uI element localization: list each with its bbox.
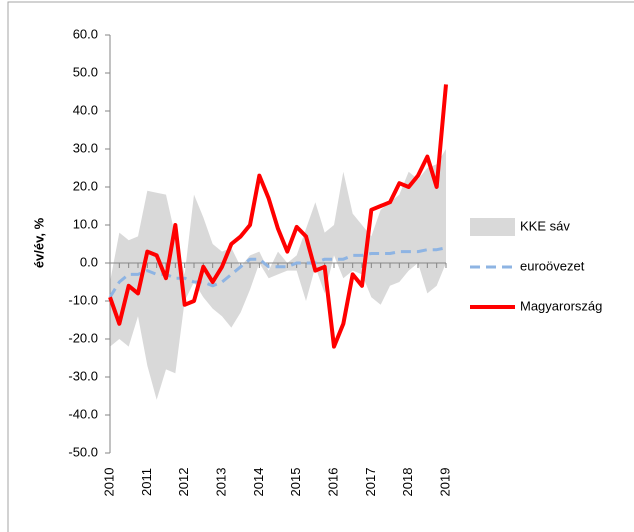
legend-label: euroövezet <box>520 258 585 273</box>
y-tick-label: 40.0 <box>73 102 98 117</box>
x-tick-label: 2018 <box>400 468 415 497</box>
y-tick-label: -30.0 <box>68 368 98 383</box>
y-tick-label: -50.0 <box>68 444 98 459</box>
x-tick-label: 2016 <box>325 468 340 497</box>
y-tick-label: 10.0 <box>73 216 98 231</box>
y-tick-label: 20.0 <box>73 178 98 193</box>
x-tick-label: 2012 <box>176 468 191 497</box>
x-tick-label: 2011 <box>139 468 154 496</box>
y-axis-label: év/év, % <box>31 217 46 268</box>
y-tick-label: 0.0 <box>80 254 98 269</box>
x-tick-label: 2010 <box>101 468 116 497</box>
y-tick-label: 50.0 <box>73 64 98 79</box>
legend-swatch <box>470 218 515 236</box>
x-tick-label: 2013 <box>213 468 228 497</box>
x-tick-label: 2014 <box>251 468 266 497</box>
y-tick-label: 60.0 <box>73 26 98 41</box>
band-area <box>110 149 446 400</box>
y-tick-label: -40.0 <box>68 406 98 421</box>
y-tick-label: -20.0 <box>68 330 98 345</box>
frame <box>7 1 634 532</box>
x-tick-label: 2015 <box>288 468 303 497</box>
x-tick-label: 2019 <box>437 468 452 497</box>
y-tick-label: 30.0 <box>73 140 98 155</box>
x-tick-label: 2017 <box>363 468 378 497</box>
legend-label: Magyarország <box>520 298 602 313</box>
legend-label: KKE sáv <box>520 218 570 233</box>
series-line <box>108 84 448 349</box>
y-tick-label: -10.0 <box>68 292 98 307</box>
